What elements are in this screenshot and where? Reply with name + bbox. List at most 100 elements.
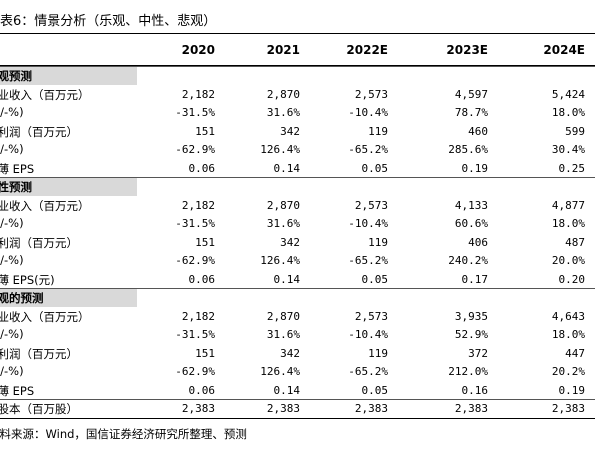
rule <box>0 288 595 289</box>
cell: 212.0% <box>448 365 488 378</box>
cell: -10.4% <box>348 106 388 119</box>
cell: 487 <box>565 235 585 249</box>
cell: 4,643 <box>551 309 585 323</box>
cell: 119 <box>368 235 388 249</box>
cell: 0.05 <box>361 161 389 175</box>
row-label: 营业收入（百万元） <box>0 198 90 213</box>
cell: -62.9% <box>175 254 215 267</box>
cell: 4,133 <box>454 198 488 212</box>
cell: 0.19 <box>461 161 489 175</box>
cell: 0.17 <box>461 272 489 286</box>
cell: 60.6% <box>454 217 488 230</box>
cell: 31.6% <box>266 217 300 230</box>
cell: -31.5% <box>175 106 215 119</box>
cell: -65.2% <box>348 365 388 378</box>
cell: 5,424 <box>551 87 585 101</box>
cell: 119 <box>368 346 388 360</box>
cell: 0.06 <box>188 161 216 175</box>
rule <box>0 65 595 66</box>
cell: 2,383 <box>181 402 215 415</box>
cell: 2,182 <box>181 198 215 212</box>
column-header: 2020 <box>181 43 215 57</box>
cell: -65.2% <box>348 143 388 156</box>
cell: 2,182 <box>181 87 215 101</box>
cell: 2,383 <box>551 402 585 415</box>
source-note: 资料来源：Wind，国信证券经济研究所整理、预测 <box>0 426 247 441</box>
total-label: 总股本（百万股） <box>0 402 78 416</box>
cell: -31.5% <box>175 328 215 341</box>
cell: 2,383 <box>454 402 488 415</box>
cell: 2,573 <box>354 198 388 212</box>
cell: 151 <box>195 124 215 138</box>
cell: 4,877 <box>551 198 585 212</box>
section-label: 乐观预测 <box>0 69 32 83</box>
cell: 126.4% <box>260 365 300 378</box>
cell: -62.9% <box>175 143 215 156</box>
cell: 78.7% <box>454 106 488 119</box>
rule <box>0 417 595 419</box>
cell: 0.16 <box>461 383 489 397</box>
row-label: 摊薄 EPS(元) <box>0 272 55 287</box>
row-label: (+/-%) <box>0 364 24 378</box>
row-label: 净利润（百万元） <box>0 235 78 250</box>
cell: -31.5% <box>175 217 215 230</box>
section-label: 中性预测 <box>0 180 32 194</box>
cell: 0.05 <box>361 383 389 397</box>
section-shade <box>0 178 137 196</box>
cell: 20.2% <box>551 365 585 378</box>
cell: 342 <box>280 346 300 360</box>
cell: 599 <box>565 124 585 138</box>
cell: 2,383 <box>354 402 388 415</box>
cell: 460 <box>468 124 488 138</box>
column-header: 2024E <box>543 43 585 57</box>
column-header: 2022E <box>346 43 388 57</box>
cell: 0.25 <box>558 161 586 175</box>
rule <box>0 399 595 400</box>
cell: 0.14 <box>273 272 301 286</box>
cell: 151 <box>195 346 215 360</box>
row-label: (+/-%) <box>0 327 24 341</box>
rule <box>0 33 595 34</box>
cell: 151 <box>195 235 215 249</box>
cell: 2,573 <box>354 309 388 323</box>
cell: 31.6% <box>266 328 300 341</box>
cell: 240.2% <box>448 254 488 267</box>
cell: 342 <box>280 124 300 138</box>
section-label: 悲观的预测 <box>0 291 44 305</box>
cell: 406 <box>468 235 488 249</box>
cell: 2,870 <box>266 309 300 323</box>
cell: -62.9% <box>175 365 215 378</box>
cell: 2,383 <box>266 402 300 415</box>
cell: 18.0% <box>551 106 585 119</box>
cell: -10.4% <box>348 217 388 230</box>
rule <box>0 66 595 67</box>
cell: 3,935 <box>454 309 488 323</box>
cell: -65.2% <box>348 254 388 267</box>
row-label: (+/-%) <box>0 105 24 119</box>
cell: 2,573 <box>354 87 388 101</box>
row-label: (+/-%) <box>0 253 24 267</box>
row-label: (+/-%) <box>0 216 24 230</box>
cell: 31.6% <box>266 106 300 119</box>
column-header: 2021 <box>266 43 300 57</box>
cell: 285.6% <box>448 143 488 156</box>
rule <box>0 177 595 178</box>
cell: 0.05 <box>361 272 389 286</box>
row-label: 摊薄 EPS <box>0 383 35 398</box>
cell: 2,870 <box>266 198 300 212</box>
cell: 2,870 <box>266 87 300 101</box>
cell: 342 <box>280 235 300 249</box>
cell: 372 <box>468 346 488 360</box>
cell: 30.4% <box>551 143 585 156</box>
cell: 52.9% <box>454 328 488 341</box>
cell: 18.0% <box>551 328 585 341</box>
cell: 0.14 <box>273 161 301 175</box>
section-shade <box>0 67 137 85</box>
cell: 0.06 <box>188 272 216 286</box>
cell: 0.19 <box>558 383 586 397</box>
row-label: 净利润（百万元） <box>0 346 78 361</box>
cell: 447 <box>565 346 585 360</box>
row-label: (+/-%) <box>0 142 24 156</box>
cell: 126.4% <box>260 254 300 267</box>
